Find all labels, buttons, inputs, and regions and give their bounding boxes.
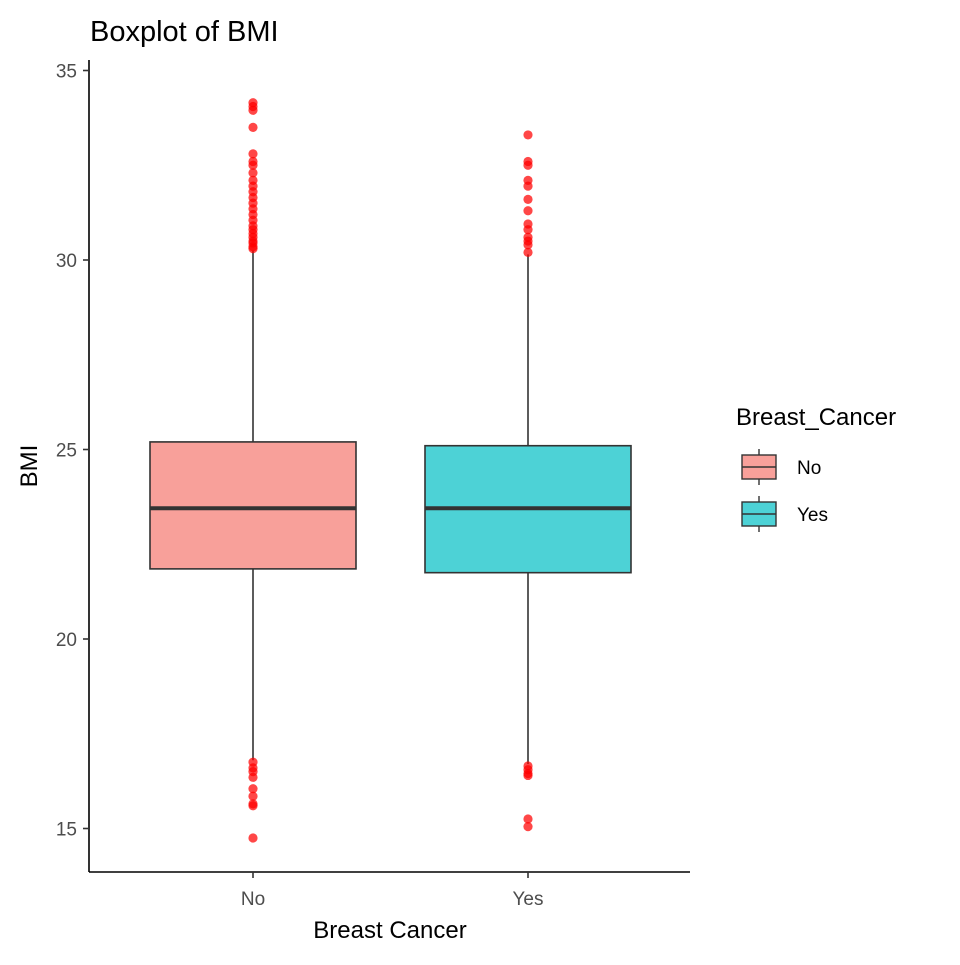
- legend-title: Breast_Cancer: [736, 404, 896, 431]
- box-iqr: [149, 441, 357, 570]
- outlier-point: [523, 770, 533, 781]
- y-tick-label: 25: [56, 441, 77, 462]
- outlier-point: [523, 247, 533, 258]
- outlier-point: [248, 801, 258, 811]
- y-tick-label: 15: [56, 820, 77, 841]
- outlier-point: [523, 206, 533, 216]
- legend-item-label: Yes: [797, 505, 828, 526]
- outlier-point: [523, 240, 533, 250]
- chart-title: Boxplot of BMI: [90, 16, 279, 48]
- outlier-point: [248, 833, 258, 843]
- outlier-point: [523, 181, 533, 191]
- outlier-point: [248, 160, 258, 170]
- outlier-point: [248, 791, 258, 801]
- plot-area: [149, 98, 632, 843]
- outlier-point: [523, 130, 533, 140]
- outlier-point: [248, 244, 258, 254]
- outlier-point: [248, 784, 258, 794]
- y-tick-label: 20: [56, 630, 77, 651]
- outlier-point: [248, 772, 258, 782]
- outlier-point: [523, 814, 533, 824]
- x-axis-ticks: No Yes: [241, 872, 544, 910]
- box-group-yes: [424, 130, 632, 832]
- outlier-point: [248, 122, 258, 132]
- outlier-point: [523, 822, 533, 832]
- outlier-point: [523, 160, 533, 170]
- legend: Breast_Cancer No Yes: [736, 404, 896, 532]
- outlier-point: [248, 105, 258, 115]
- outlier-point: [248, 149, 258, 159]
- outlier-point: [523, 194, 533, 204]
- box-group-no: [149, 98, 357, 843]
- legend-item-label: No: [797, 458, 821, 479]
- outlier-point: [248, 168, 258, 178]
- x-tick-label: Yes: [513, 889, 544, 910]
- legend-item-no: No: [741, 449, 821, 485]
- y-axis-ticks: 15 20 25 30 35: [56, 62, 89, 841]
- outlier-point: [523, 225, 533, 235]
- y-tick-label: 30: [56, 251, 77, 272]
- legend-item-yes: Yes: [741, 496, 828, 532]
- x-tick-label: No: [241, 889, 265, 910]
- y-axis-title: BMI: [16, 445, 43, 488]
- y-tick-label: 35: [56, 62, 77, 83]
- x-axis-title: Breast Cancer: [313, 917, 466, 944]
